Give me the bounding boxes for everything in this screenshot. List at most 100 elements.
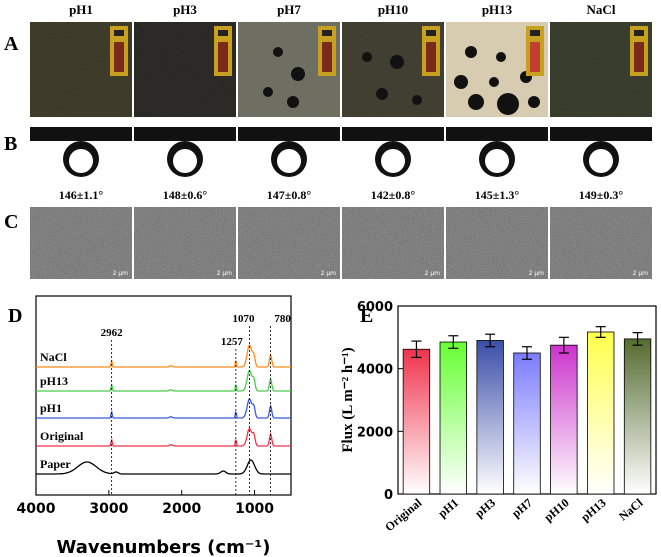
spectrum-line — [36, 398, 291, 419]
contact-angle-label: 142±0.8° — [371, 188, 416, 202]
peak-label: 780 — [274, 313, 291, 325]
flux-bar — [402, 348, 431, 495]
flux-bar — [550, 344, 578, 495]
condition-label: pH13 — [482, 2, 513, 17]
droplet-highlight — [277, 149, 301, 173]
x-tick-label: 3000 — [89, 501, 128, 517]
contact-angle-label: 146±1.1° — [59, 188, 104, 202]
condition-label: pH1 — [69, 2, 93, 17]
plot-frame — [35, 295, 292, 496]
series-label: pH13 — [40, 374, 68, 388]
vial-liquid — [114, 42, 124, 72]
flux-bar — [623, 338, 652, 495]
water-droplet — [465, 46, 477, 58]
vial-liquid — [218, 42, 228, 72]
substrate-bar — [134, 127, 236, 141]
contact-angle-label: 145±1.3° — [475, 188, 520, 202]
sem-scale-label: 2 μm — [529, 270, 545, 277]
x-tick-label: 2000 — [162, 501, 201, 517]
water-droplet — [496, 52, 506, 62]
panel-letter-a: A — [4, 33, 19, 55]
water-droplet — [263, 87, 273, 97]
substrate-bar — [550, 127, 652, 141]
contact-angle-labels: 146±1.1° 148±0.6° 147±0.8° 142±0.8° 145±1.3°… — [59, 188, 624, 202]
vial-cap — [530, 30, 540, 36]
sem-texture — [446, 207, 548, 279]
condition-label: pH10 — [378, 2, 408, 17]
vial-cap — [322, 30, 332, 36]
water-droplet — [489, 77, 499, 87]
vial-cap — [218, 30, 228, 36]
sem-scale-label: 2 μm — [113, 270, 129, 277]
substrate-bar — [446, 127, 548, 141]
x-tick-label: NaCl — [616, 495, 646, 523]
substrate-bar — [238, 127, 340, 141]
panel-letter-c: C — [4, 211, 18, 233]
water-droplet — [454, 75, 468, 89]
substrate-bar — [342, 127, 444, 141]
vial-liquid — [634, 42, 644, 72]
droplet-highlight — [173, 149, 197, 173]
peak-label: 1070 — [232, 313, 255, 325]
sem-scale-label: 2 μm — [217, 270, 233, 277]
x-tick-label: pH7 — [509, 496, 535, 521]
spectrum-line — [36, 459, 291, 475]
vial-liquid — [530, 42, 540, 72]
x-tick-label: pH13 — [578, 496, 608, 525]
panel-b-droplets — [30, 127, 652, 177]
spectrum-line — [36, 427, 291, 447]
series-label: Paper — [40, 457, 71, 471]
water-droplet — [287, 96, 299, 108]
water-droplet — [273, 47, 283, 57]
condition-label: pH3 — [173, 2, 197, 17]
y-tick-label: 6000 — [357, 300, 393, 315]
water-droplet — [362, 52, 372, 62]
y-tick-label: 4000 — [357, 363, 393, 378]
substrate-bar — [30, 127, 132, 141]
vial-liquid — [322, 42, 332, 72]
panel-a-photos — [30, 22, 652, 117]
water-droplet — [497, 93, 519, 115]
series-label: pH1 — [40, 401, 62, 415]
water-droplet — [376, 88, 388, 100]
condition-labels: pH1 pH3 pH7 pH10 pH13 NaCl — [69, 2, 616, 17]
x-tick-label: 4000 — [17, 501, 56, 517]
x-tick-label: 1000 — [235, 501, 274, 517]
droplet-highlight — [381, 149, 405, 173]
flux-bar — [513, 352, 541, 495]
contact-angle-label: 147±0.8° — [267, 188, 312, 202]
sem-texture — [134, 207, 236, 279]
contact-angle-label: 149±0.3° — [579, 188, 624, 202]
vial-cap — [634, 30, 644, 36]
ftir-spectra-chart: 4000 3000 2000 1000 Wavenumbers (cm⁻¹) NaCl pH… — [17, 295, 292, 557]
sem-scale-label: 2 μm — [321, 270, 337, 277]
condition-label: NaCl — [587, 2, 616, 17]
panel-letter-b: B — [4, 133, 17, 155]
sem-texture — [238, 207, 340, 279]
x-tick-label: pH10 — [541, 496, 571, 525]
water-droplet — [528, 96, 540, 108]
series-label: NaCl — [40, 350, 67, 364]
series-label: Original — [40, 429, 84, 443]
vial-cap — [426, 30, 436, 36]
x-tick-label: pH1 — [435, 496, 461, 521]
x-tick-label: pH3 — [472, 496, 498, 521]
condition-label: pH7 — [277, 2, 301, 17]
droplet-highlight — [589, 149, 613, 173]
peak-label: 1257 — [221, 336, 244, 348]
panel-letter-e: E — [360, 305, 373, 327]
x-axis-label: Wavenumbers (cm⁻¹) — [57, 537, 271, 557]
water-droplet — [291, 67, 305, 81]
droplet-highlight — [69, 149, 93, 173]
sem-scale-label: 2 μm — [425, 270, 441, 277]
water-droplet — [390, 55, 404, 69]
panel-letter-d: D — [8, 305, 22, 327]
contact-angle-label: 148±0.6° — [163, 188, 208, 202]
spectrum-line — [36, 369, 291, 392]
flux-bar — [476, 340, 504, 495]
flux-bar — [587, 331, 615, 495]
sem-texture — [342, 207, 444, 279]
peak-label: 2962 — [101, 327, 124, 339]
